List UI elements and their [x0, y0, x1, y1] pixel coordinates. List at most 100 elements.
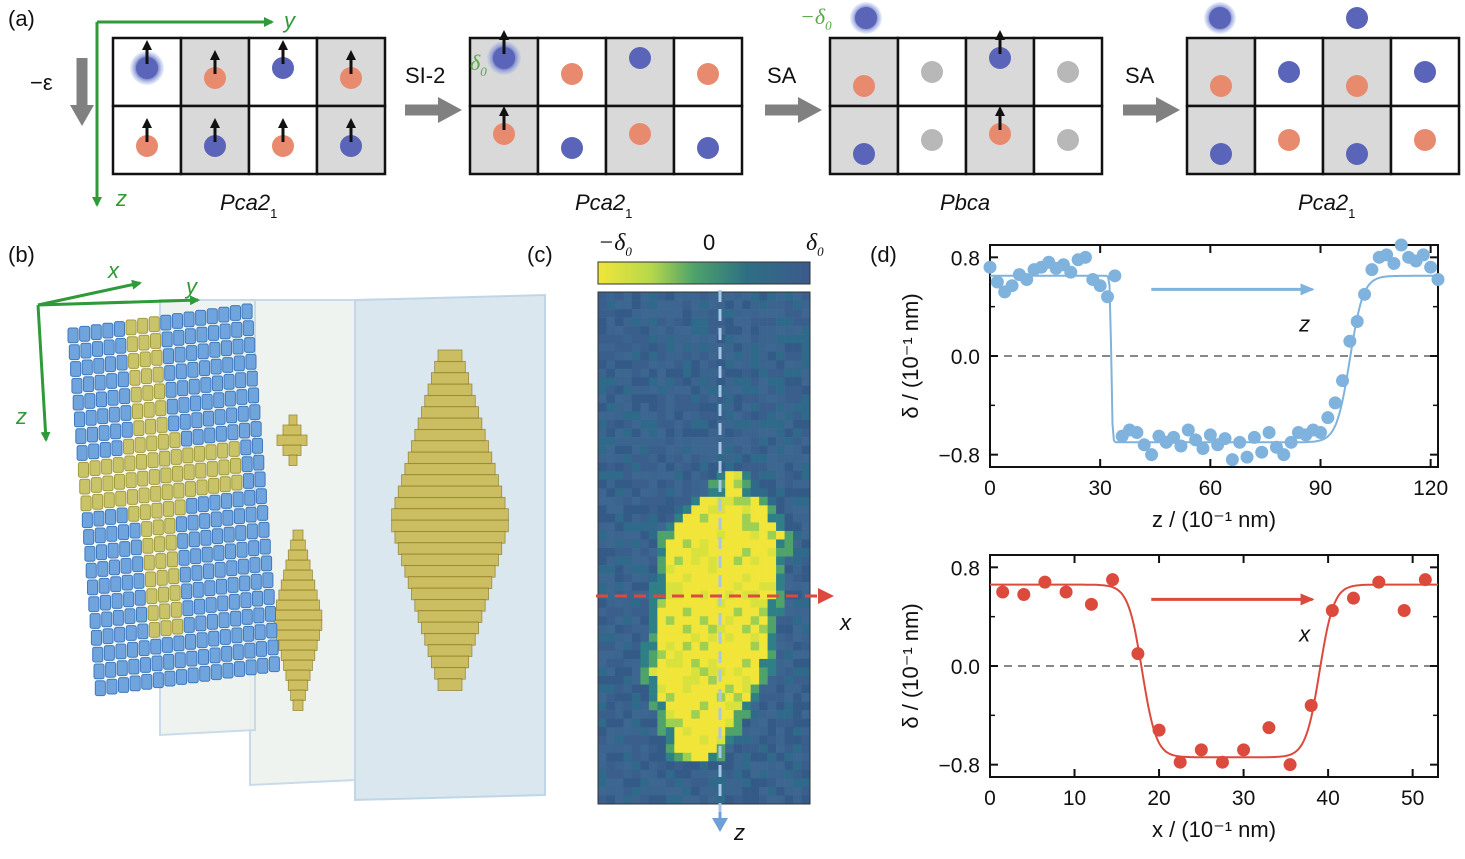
heatmap-cell	[725, 752, 734, 762]
heatmap-cell	[801, 582, 811, 591]
heatmap-cell	[801, 437, 811, 446]
heatmap-cell	[691, 437, 701, 446]
data-point	[1093, 279, 1107, 293]
lattice-block	[210, 358, 222, 375]
heatmap-cell	[759, 616, 768, 626]
heatmap-cell	[801, 786, 811, 796]
heatmap-cell	[793, 684, 802, 694]
heatmap-cell	[623, 718, 633, 728]
heatmap-cell	[759, 735, 768, 745]
heatmap-cell	[614, 778, 624, 788]
heatmap-cell	[767, 385, 777, 395]
heatmap-cell	[631, 445, 641, 455]
heatmap-cell	[699, 496, 709, 506]
heatmap-cell	[801, 778, 811, 788]
heatmap-cell	[750, 718, 760, 728]
atom-blue	[561, 137, 583, 159]
heatmap-cell	[801, 599, 811, 609]
domain-voxel-row	[401, 474, 499, 487]
lattice-block	[252, 590, 264, 607]
lattice-block	[98, 577, 110, 594]
heatmap-cell	[691, 292, 701, 301]
heatmap-cell	[614, 693, 624, 702]
heatmap-cell	[725, 343, 734, 353]
heatmap-cell	[665, 351, 675, 361]
heatmap-cell	[742, 744, 751, 754]
heatmap-cell	[801, 454, 811, 463]
heatmap-cell	[691, 488, 701, 498]
data-point	[1020, 273, 1034, 287]
heatmap-cell	[682, 607, 692, 617]
heatmap-cell	[631, 377, 641, 387]
heatmap-cell	[623, 650, 633, 660]
heatmap-cell	[631, 778, 641, 788]
heatmap-cell	[606, 641, 616, 651]
heatmap-cell	[623, 479, 633, 489]
heatmap-cell	[657, 309, 667, 318]
heatmap-cell	[776, 795, 785, 805]
data-point	[1174, 439, 1188, 453]
heatmap-cell	[631, 667, 641, 677]
heatmap-cell	[742, 539, 751, 549]
data-point	[1108, 269, 1122, 283]
lattice-block	[117, 371, 129, 388]
heatmap-cell	[665, 360, 675, 370]
heatmap-cell	[725, 445, 734, 455]
atom-blue	[1209, 7, 1231, 29]
heatmap-cell	[614, 599, 624, 609]
heatmap-cell	[691, 462, 701, 472]
heatmap-cell	[631, 701, 641, 711]
heatmap-cell	[648, 317, 658, 327]
heatmap-cell	[614, 539, 624, 549]
heatmap-cell	[674, 522, 684, 532]
heatmap-cell	[614, 454, 624, 463]
heatmap-cell	[776, 505, 785, 515]
lattice-block	[236, 389, 248, 405]
heatmap-cell	[648, 795, 658, 805]
heatmap-cell	[759, 539, 768, 549]
heatmap-cell	[793, 701, 802, 711]
heatmap-cell	[733, 522, 743, 532]
heatmap-cell	[793, 445, 802, 455]
heatmap-cell	[708, 445, 718, 455]
heatmap-cell	[725, 471, 734, 481]
heatmap-cell	[674, 454, 684, 463]
heatmap-cell	[708, 701, 718, 711]
heatmap-cell	[623, 394, 633, 404]
heatmap-cell	[793, 462, 802, 472]
heatmap-cell	[640, 778, 650, 788]
heatmap-cell	[623, 658, 633, 668]
heatmap-cell	[665, 633, 675, 643]
heatmap-cell	[699, 471, 709, 481]
heatmap-cell	[631, 317, 641, 327]
heatmap-cell	[614, 530, 624, 540]
heatmap-cell	[631, 496, 641, 506]
heatmap-cell	[631, 343, 641, 353]
heatmap-cell	[657, 548, 667, 557]
heatmap-cell	[682, 582, 692, 591]
heatmap-cell	[699, 394, 709, 404]
heatmap-cell	[801, 360, 811, 370]
lattice-block	[164, 365, 176, 381]
heatmap-cell	[801, 368, 811, 378]
heatmap-cell	[801, 693, 811, 702]
lattice-block	[214, 561, 226, 578]
heatmap-cell	[623, 761, 633, 771]
heatmap-cell	[801, 445, 811, 455]
heatmap-cell	[801, 735, 811, 745]
heatmap-cell	[665, 317, 675, 327]
heatmap-cell	[657, 292, 667, 301]
heatmap-cell	[665, 343, 675, 353]
heatmap-cell	[640, 718, 650, 728]
heatmap-cell	[614, 641, 624, 651]
heatmap-cell	[598, 479, 607, 489]
heatmap-cell	[784, 420, 794, 429]
heatmap-cell	[725, 479, 734, 489]
atom-blue	[629, 47, 651, 69]
heatmap-cell	[767, 317, 777, 327]
heatmap-cell	[801, 385, 811, 395]
heatmap-cell	[801, 479, 811, 489]
lattice-block	[241, 303, 253, 320]
lattice-block	[197, 649, 209, 665]
b-y-axis-label: y	[184, 274, 199, 299]
